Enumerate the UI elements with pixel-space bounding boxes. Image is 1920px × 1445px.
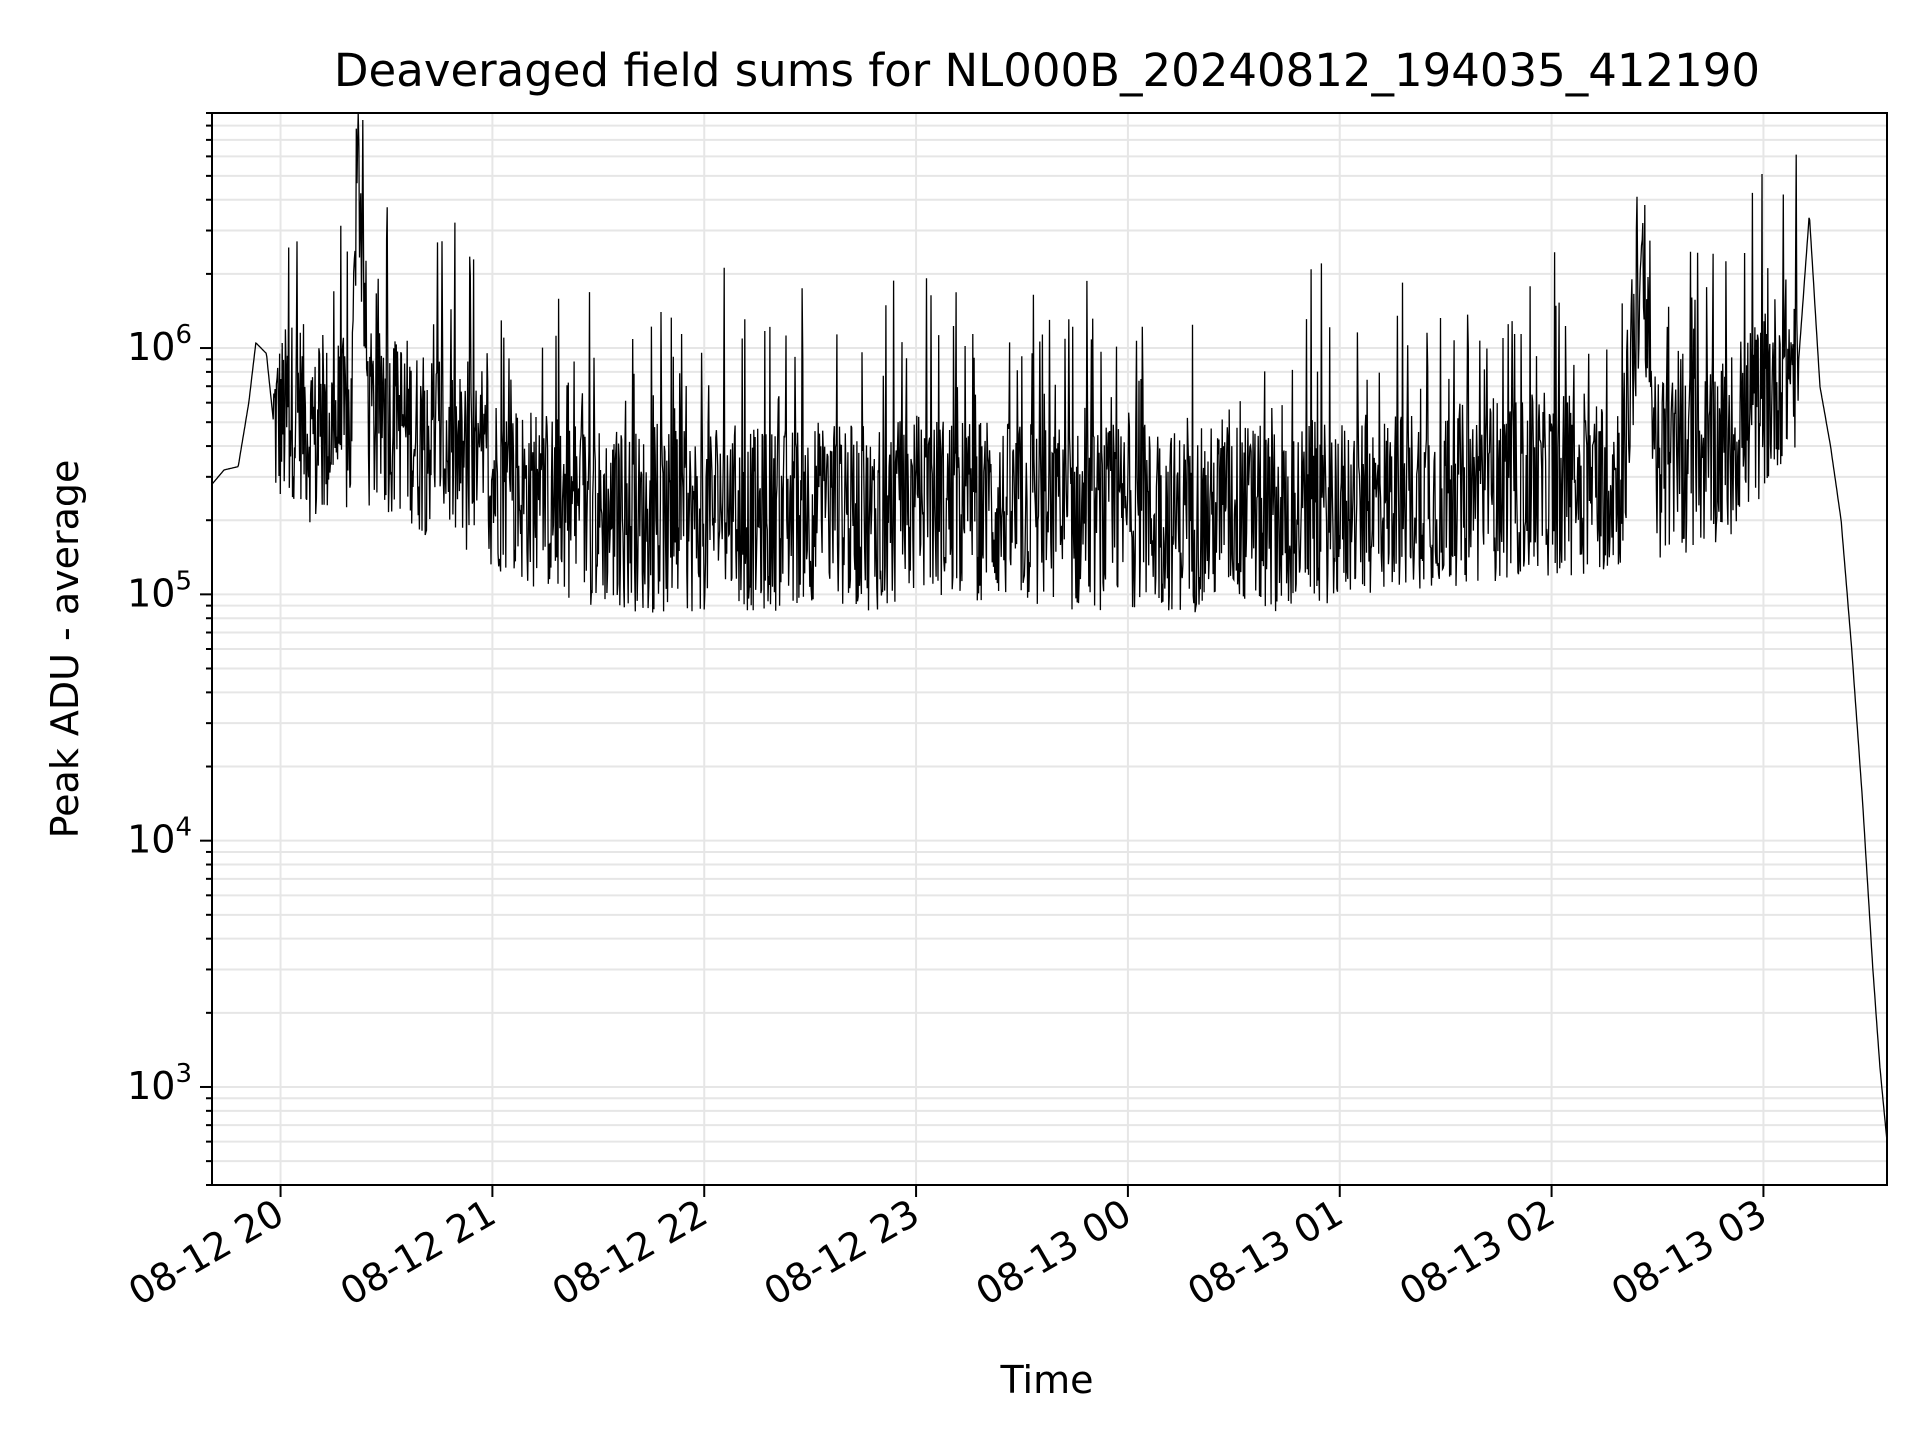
plot-area	[211, 112, 1888, 1142]
x-tick-label: 08-12 21	[333, 1191, 503, 1315]
chart-title: Deaveraged field sums for NL000B_2024081…	[334, 44, 1760, 97]
y-tick-base: 10	[127, 571, 175, 615]
x-tick-label: 08-13 01	[1180, 1191, 1350, 1315]
y-tick-label: 103	[127, 1059, 192, 1108]
y-tick-exponent: 3	[175, 1059, 192, 1089]
x-axis-label: Time	[1000, 1358, 1094, 1402]
series-line	[211, 112, 1888, 1142]
x-tick-label: 08-12 23	[757, 1191, 927, 1315]
y-tick-exponent: 6	[175, 320, 192, 350]
y-tick-label: 106	[127, 320, 192, 369]
x-tick-label: 08-12 20	[121, 1191, 291, 1315]
y-tick-label: 105	[127, 566, 192, 615]
y-tick-base: 10	[127, 818, 175, 862]
x-tick-label: 08-13 02	[1392, 1191, 1562, 1315]
y-axis-label: Peak ADU - average	[43, 460, 87, 839]
y-tick-base: 10	[127, 325, 175, 369]
axis-ticks: 08-12 20 08-12 21 08-12 22 08-12 23 08-13 00…	[121, 112, 1774, 1315]
y-tick-label: 104	[127, 813, 192, 862]
y-tick-exponent: 5	[175, 566, 192, 596]
x-tick-label: 08-13 03	[1604, 1191, 1774, 1315]
y-tick-base: 10	[127, 1064, 175, 1108]
grid-lines	[212, 112, 1887, 1186]
x-tick-label: 08-12 22	[545, 1191, 715, 1315]
y-tick-exponent: 4	[175, 813, 192, 843]
x-tick-label: 08-13 00	[968, 1191, 1138, 1315]
